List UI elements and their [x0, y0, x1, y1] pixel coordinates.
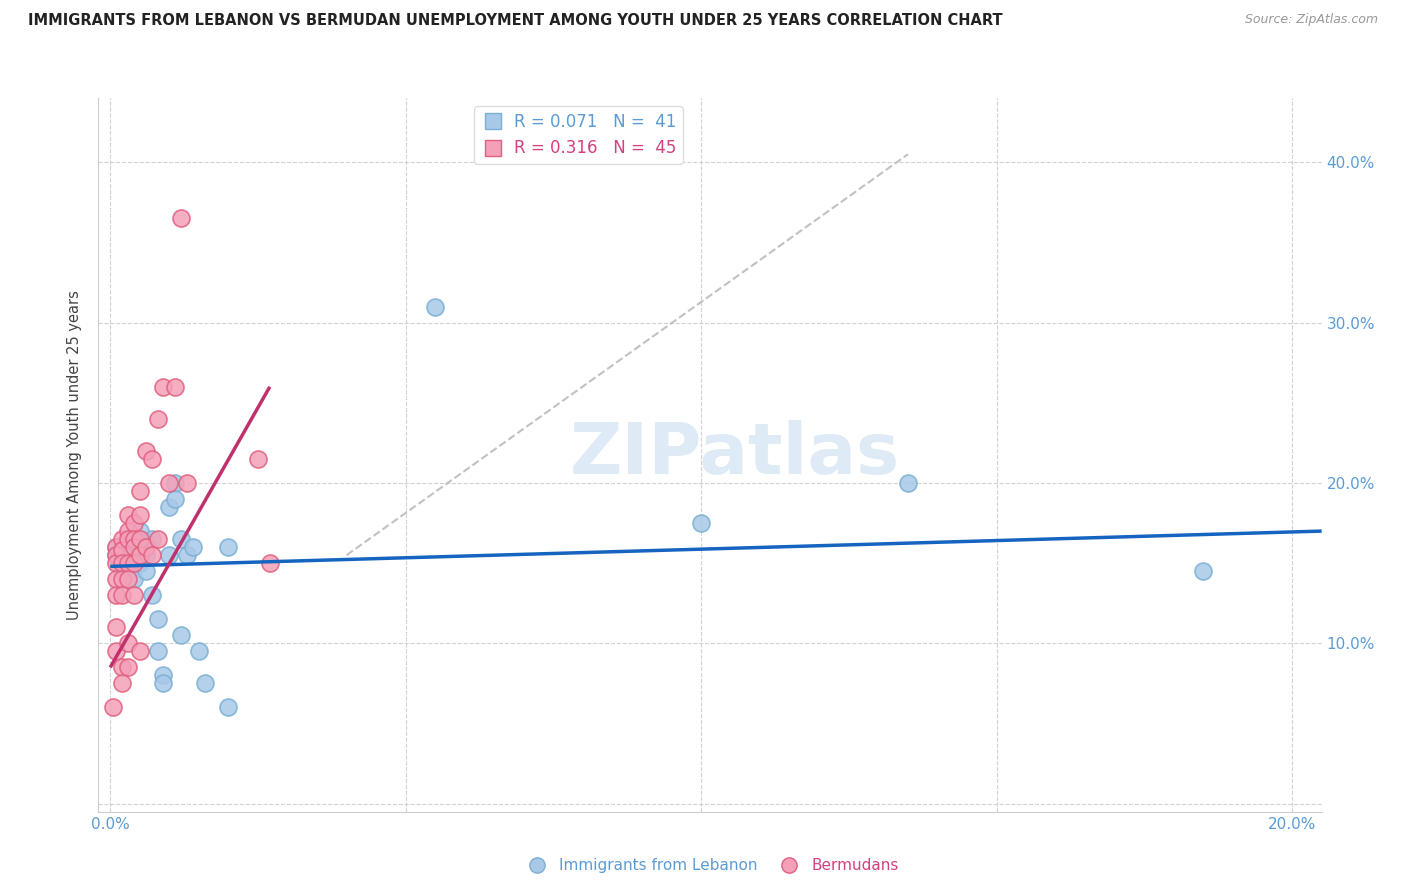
Text: IMMIGRANTS FROM LEBANON VS BERMUDAN UNEMPLOYMENT AMONG YOUTH UNDER 25 YEARS CORR: IMMIGRANTS FROM LEBANON VS BERMUDAN UNEM… — [28, 13, 1002, 29]
Point — [105, 548, 128, 562]
Point — [170, 628, 193, 642]
Point — [176, 475, 198, 490]
Point — [105, 540, 128, 554]
Point — [135, 564, 157, 578]
Point — [141, 451, 163, 466]
Point — [122, 556, 145, 570]
Point — [111, 676, 134, 690]
Point — [128, 556, 150, 570]
Point — [128, 483, 150, 498]
Point — [117, 532, 139, 546]
Point — [128, 508, 150, 522]
Point — [165, 380, 187, 394]
Point — [146, 412, 169, 426]
Point — [176, 548, 198, 562]
Point — [170, 532, 193, 546]
Point — [181, 540, 204, 554]
Point — [135, 548, 157, 562]
Point — [1192, 564, 1215, 578]
Point — [117, 636, 139, 650]
Point — [141, 532, 163, 546]
Point — [141, 548, 163, 562]
Point — [105, 548, 128, 562]
Point — [117, 660, 139, 674]
Point — [111, 564, 134, 578]
Point — [105, 540, 128, 554]
Point — [111, 532, 134, 546]
Point — [152, 668, 174, 682]
Point — [217, 700, 239, 714]
Point — [246, 451, 269, 466]
Point — [122, 532, 145, 546]
Point — [111, 660, 134, 674]
Point — [122, 532, 145, 546]
Point — [105, 588, 128, 602]
Point — [146, 532, 169, 546]
Point — [122, 588, 145, 602]
Point — [105, 620, 128, 634]
Point — [111, 543, 134, 558]
Text: ZIPatlas: ZIPatlas — [569, 420, 900, 490]
Point — [111, 548, 134, 562]
Point — [111, 588, 134, 602]
Point — [259, 556, 281, 570]
Point — [103, 700, 125, 714]
Point — [128, 548, 150, 562]
Point — [117, 556, 139, 570]
Point — [135, 540, 157, 554]
Point — [187, 644, 209, 658]
Point — [117, 508, 139, 522]
Point — [152, 380, 174, 394]
Point — [165, 475, 187, 490]
Point — [165, 491, 187, 506]
Point — [122, 516, 145, 530]
Point — [122, 540, 145, 554]
Point — [135, 535, 157, 549]
Point — [117, 524, 139, 538]
Point — [152, 676, 174, 690]
Point — [122, 572, 145, 586]
Point — [690, 516, 713, 530]
Point — [128, 524, 150, 538]
Point — [194, 676, 217, 690]
Point — [425, 300, 447, 314]
Point — [146, 644, 169, 658]
Legend: Immigrants from Lebanon, Bermudans: Immigrants from Lebanon, Bermudans — [515, 852, 905, 879]
Point — [122, 556, 145, 570]
Point — [128, 644, 150, 658]
Point — [170, 211, 193, 226]
Point — [117, 564, 139, 578]
Text: Source: ZipAtlas.com: Source: ZipAtlas.com — [1244, 13, 1378, 27]
Point — [157, 500, 180, 514]
Point — [157, 475, 180, 490]
Point — [897, 475, 920, 490]
Point — [146, 612, 169, 626]
Point — [105, 644, 128, 658]
Point — [141, 588, 163, 602]
Point — [111, 556, 134, 570]
Point — [117, 540, 139, 554]
Point — [128, 548, 150, 562]
Point — [117, 572, 139, 586]
Point — [105, 572, 128, 586]
Point — [117, 548, 139, 562]
Point — [128, 532, 150, 546]
Y-axis label: Unemployment Among Youth under 25 years: Unemployment Among Youth under 25 years — [67, 290, 83, 620]
Point — [105, 556, 128, 570]
Point — [111, 572, 134, 586]
Point — [157, 548, 180, 562]
Point — [135, 444, 157, 458]
Point — [217, 540, 239, 554]
